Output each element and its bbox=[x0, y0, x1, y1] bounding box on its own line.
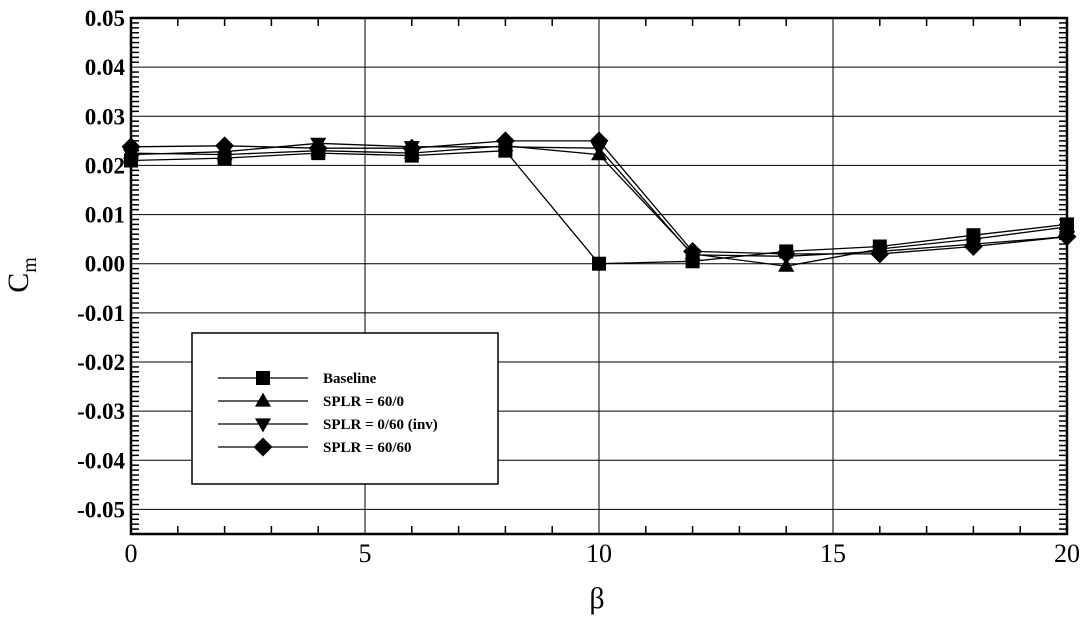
legend-label: SPLR = 60/60 bbox=[323, 440, 412, 456]
marker-diamond bbox=[963, 237, 983, 256]
y-axis-title-subscript: m bbox=[19, 257, 41, 273]
marker-diamond bbox=[683, 241, 703, 261]
x-tick-label: 20 bbox=[1054, 539, 1080, 568]
y-axis-title-main: C bbox=[2, 273, 35, 293]
y-tick-label: 0.00 bbox=[85, 252, 125, 277]
x-axis-title: β bbox=[589, 582, 604, 615]
marker-diamond bbox=[402, 138, 422, 158]
marker-diamond bbox=[121, 137, 141, 157]
marker-diamond bbox=[253, 437, 273, 457]
legend-label: Baseline bbox=[323, 371, 377, 387]
marker-diamond bbox=[495, 131, 515, 151]
y-tick-label: -0.03 bbox=[77, 399, 125, 424]
marker-square bbox=[592, 256, 606, 271]
y-tick-label: -0.04 bbox=[77, 448, 125, 473]
y-tick-label: 0.03 bbox=[85, 104, 125, 129]
legend-entry: SPLR = 60/0 bbox=[218, 392, 404, 410]
plot-frame bbox=[129, 16, 1069, 536]
marker-diamond bbox=[589, 131, 609, 151]
svg-text:Cm: Cm bbox=[2, 257, 41, 293]
marker-triangle-down bbox=[254, 418, 272, 433]
y-tick-label: 0.02 bbox=[85, 153, 125, 178]
y-tick-label: 0.04 bbox=[85, 55, 126, 80]
marker-diamond bbox=[1057, 227, 1077, 247]
marker-diamond bbox=[308, 138, 328, 158]
legend-entry: SPLR = 0/60 (inv) bbox=[218, 417, 438, 433]
legend: Baseline SPLR = 60/0 SPLR = 0/60 (inv) SPLR… bbox=[191, 332, 499, 485]
marker-diamond bbox=[870, 244, 890, 264]
y-tick-label: -0.05 bbox=[77, 497, 125, 522]
y-tick-labels: 0.05 0.04 0.03 0.02 0.01 0.00 -0.01 -0.02 -0.03 -… bbox=[77, 6, 125, 522]
marker-triangle-up bbox=[1058, 218, 1076, 233]
marker-diamond bbox=[215, 136, 235, 156]
legend-box bbox=[191, 332, 499, 485]
legend-label: SPLR = 60/0 bbox=[323, 394, 404, 410]
legend-entry: Baseline bbox=[218, 371, 377, 387]
x-tick-labels: 0 5 10 15 20 bbox=[125, 539, 1081, 568]
minor-ticks bbox=[131, 18, 1067, 534]
series-layer bbox=[121, 131, 1077, 272]
x-tick-label: 15 bbox=[820, 539, 846, 568]
y-tick-label: -0.02 bbox=[77, 350, 125, 375]
x-tick-label: 5 bbox=[359, 539, 372, 568]
x-tick-label: 10 bbox=[586, 539, 612, 568]
marker-diamond bbox=[776, 244, 796, 264]
legend-entry: SPLR = 60/60 bbox=[218, 437, 412, 457]
y-axis-title: Cm bbox=[2, 257, 41, 293]
legend-label: SPLR = 0/60 (inv) bbox=[323, 417, 438, 433]
y-tick-label: 0.01 bbox=[85, 203, 125, 228]
y-tick-label: -0.01 bbox=[77, 301, 125, 326]
marker-triangle-up bbox=[778, 257, 795, 272]
marker-triangle-up bbox=[254, 392, 272, 407]
y-tick-label: 0.05 bbox=[85, 6, 125, 31]
series-4 bbox=[121, 131, 1077, 264]
marker-square bbox=[256, 371, 270, 385]
x-tick-label: 0 bbox=[125, 539, 138, 568]
